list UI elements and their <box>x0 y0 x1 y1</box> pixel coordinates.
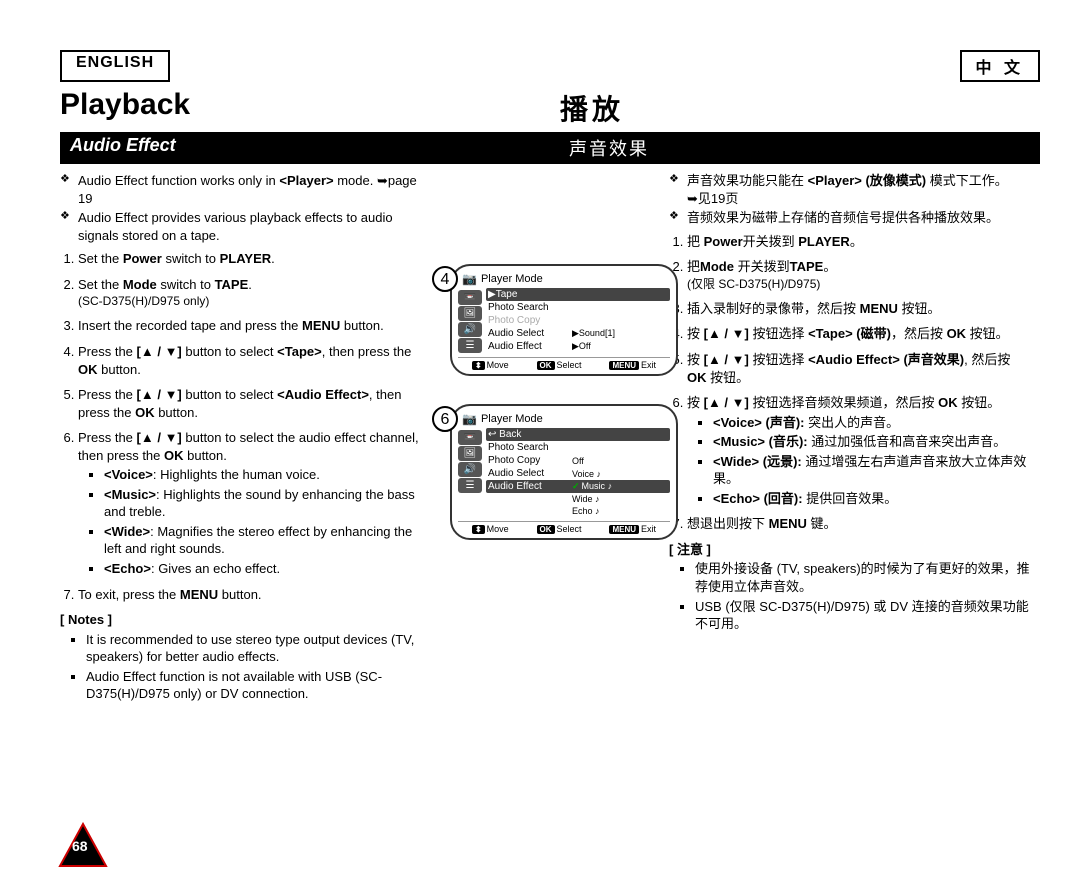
notes-en: It is recommended to use stereo type out… <box>60 631 421 703</box>
step-6: Press the [▲ / ▼] button to select the a… <box>78 429 421 577</box>
steps-cn: 把 Power开关拨到 PLAYER。 把Mode 开关拨到TAPE。 (仅限 … <box>669 233 1030 533</box>
step-5: Press the [▲ / ▼] button to select <Audi… <box>78 386 421 421</box>
lang-chinese: 中 文 <box>960 50 1040 82</box>
step-7: To exit, press the MENU button. <box>78 586 421 604</box>
camera-icon: 📷 <box>462 412 477 426</box>
section-cn: 声音效果 <box>541 132 1040 164</box>
osd-footer: ⬍Move OKSelect MENUExit <box>458 521 670 534</box>
osd-footer: ⬍Move OKSelect MENUExit <box>458 357 670 370</box>
title-cn: 播放 <box>540 88 1040 132</box>
steps-en: Set the Power switch to PLAYER. Set the … <box>60 250 421 603</box>
step-badge-4: 4 <box>432 266 458 292</box>
step-2-cn: 把Mode 开关拨到TAPE。 (仅限 SC-D375(H)/D975) <box>687 258 1030 292</box>
step-6-cn: 按 [▲ / ▼] 按钮选择音频效果频道，然后按 OK 按钮。 <Voice> … <box>687 394 1030 507</box>
notes-heading-en: [ Notes ] <box>60 611 421 629</box>
step-1-cn: 把 Power开关拨到 PLAYER。 <box>687 233 1030 251</box>
step-1: Set the Power switch to PLAYER. <box>78 250 421 268</box>
step-3: Insert the recorded tape and press the M… <box>78 317 421 335</box>
step-badge-6: 6 <box>432 406 458 432</box>
osd-screen-6: 6 📷Player Mode 📼🖼🔊☰ ↩ Back Photo Search … <box>450 404 700 540</box>
intro-1-cn: 声音效果功能只能在 <Player> (放像模式) 模式下工作。 ➥见19页 <box>669 172 1030 207</box>
options-en: <Voice>: Highlights the human voice. <Mu… <box>78 466 421 577</box>
section-en: Audio Effect <box>60 132 541 164</box>
lang-english: ENGLISH <box>60 50 170 82</box>
page-number-badge: 68 <box>58 822 108 868</box>
content-columns: Audio Effect function works only in <Pla… <box>60 172 1040 711</box>
intro-1: Audio Effect function works only in <Pla… <box>60 172 421 207</box>
osd-screenshots: 4 📷Player Mode 📼🖼🔊☰ ▶Tape Photo Search P… <box>450 264 700 568</box>
options-cn: <Voice> (声音): 突出人的声音。 <Music> (音乐): 通过加强… <box>687 414 1030 508</box>
step-3-cn: 插入录制好的录像带，然后按 MENU 按钮。 <box>687 300 1030 318</box>
language-tabs: ENGLISH 中 文 <box>60 50 1040 82</box>
column-chinese: 声音效果功能只能在 <Player> (放像模式) 模式下工作。 ➥见19页 音… <box>641 172 1040 711</box>
manual-page: ENGLISH 中 文 Playback 播放 Audio Effect 声音效… <box>0 0 1080 886</box>
osd-side-icons: 📼🖼🔊☰ <box>458 428 482 517</box>
title-en: Playback <box>60 88 540 132</box>
section-bar: Audio Effect 声音效果 <box>60 132 1040 164</box>
osd-screen-4: 4 📷Player Mode 📼🖼🔊☰ ▶Tape Photo Search P… <box>450 264 700 376</box>
notes-cn: 使用外接设备 (TV, speakers)的时候为了有更好的效果，推荐使用立体声… <box>669 560 1030 632</box>
step-2: Set the Mode switch to TAPE. (SC-D375(H)… <box>78 276 421 310</box>
step-4-cn: 按 [▲ / ▼] 按钮选择 <Tape> (磁带)，然后按 OK 按钮。 <box>687 325 1030 343</box>
notes-heading-cn: [ 注意 ] <box>669 541 1030 559</box>
step-5-cn: 按 [▲ / ▼] 按钮选择 <Audio Effect> (声音效果), 然后… <box>687 351 1030 386</box>
osd-side-icons: 📼🖼🔊☰ <box>458 288 482 353</box>
intro-2-cn: 音频效果为磁带上存储的音频信号提供各种播放效果。 <box>669 209 1030 227</box>
intro-2: Audio Effect provides various playback e… <box>60 209 421 244</box>
page-titles: Playback 播放 <box>60 88 1040 132</box>
camera-icon: 📷 <box>462 272 477 286</box>
step-4: Press the [▲ / ▼] button to select <Tape… <box>78 343 421 378</box>
step-7-cn: 想退出则按下 MENU 键。 <box>687 515 1030 533</box>
